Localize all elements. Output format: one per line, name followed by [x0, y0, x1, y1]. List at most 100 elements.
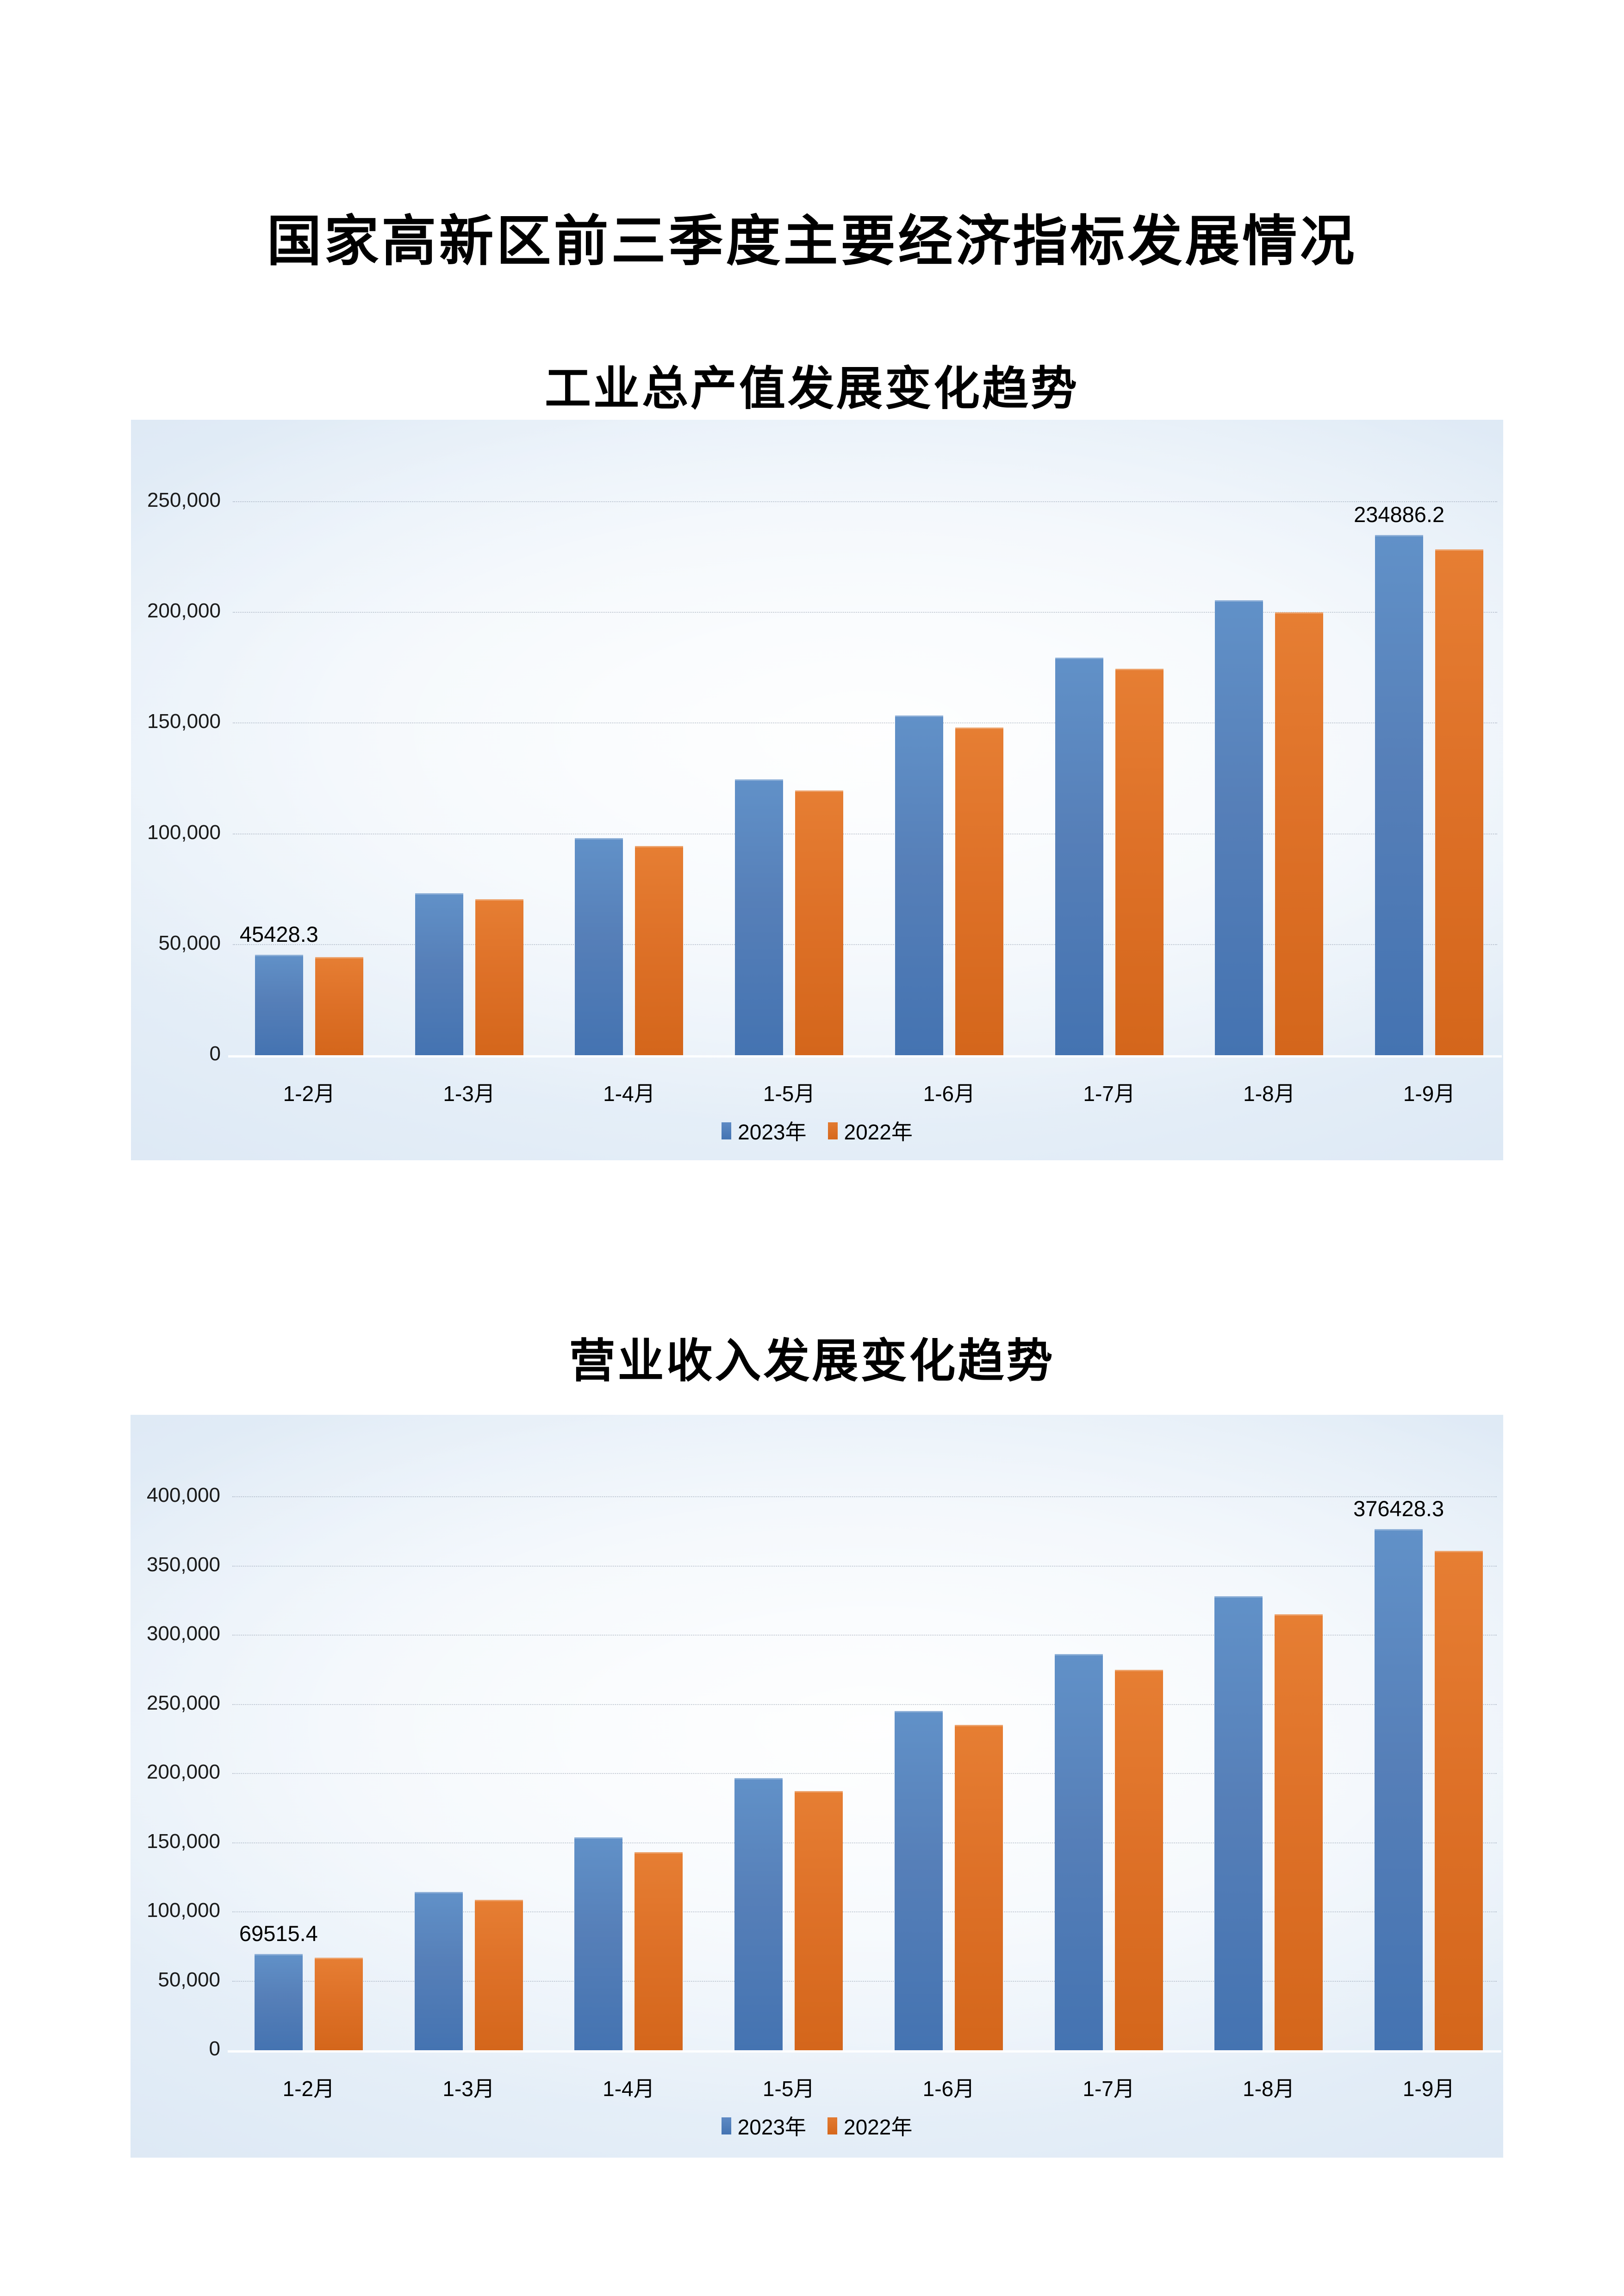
bar-2022年-1-2月 — [315, 957, 363, 1055]
x-axis-category-label: 1-5月 — [763, 1082, 815, 1106]
y-axis-tick-label: 300,000 — [146, 1622, 220, 1645]
bar-2022年-1-6月 — [955, 727, 1003, 1055]
x-axis-category-label: 1-6月 — [923, 1082, 976, 1106]
y-axis-tick-label: 200,000 — [146, 1761, 220, 1783]
chart-legend: 2023年 2022年 — [131, 1115, 1503, 1146]
gridline — [233, 944, 1497, 945]
gridline — [233, 501, 1497, 502]
gridline — [232, 1980, 1497, 1982]
bar-2023年-1-9月 — [1375, 1529, 1423, 2050]
gridline — [232, 1635, 1497, 1636]
bar-value-label: 376428.3 — [1353, 1496, 1444, 1521]
legend-label: 2023年 — [738, 1120, 807, 1144]
x-axis-category-label: 1-7月 — [1083, 1082, 1135, 1106]
legend-swatch-icon — [828, 1122, 838, 1139]
x-axis-category-label: 1-4月 — [603, 1082, 655, 1106]
legend-label: 2022年 — [844, 1120, 913, 1144]
chart-legend: 2023年 2022年 — [131, 2110, 1503, 2141]
bar-2023年-1-4月 — [574, 1837, 623, 2050]
x-axis-category-label: 1-2月 — [283, 1082, 336, 1106]
y-axis-tick-label: 150,000 — [146, 1829, 220, 1853]
bar-2023年-1-3月 — [414, 1892, 463, 2050]
bar-value-label: 234886.2 — [1354, 502, 1445, 527]
gridline — [232, 1911, 1497, 1912]
y-axis-tick-label: 100,000 — [147, 821, 221, 844]
x-axis-category-label: 1-8月 — [1243, 1082, 1295, 1106]
legend-item-2022年: 2022年 — [828, 1115, 913, 1146]
chart1-title: 工业总产值发展变化趋势 — [545, 361, 1079, 416]
bar-2022年-1-7月 — [1115, 669, 1164, 1055]
bar-2022年-1-5月 — [795, 790, 844, 1055]
bar-2022年-1-3月 — [475, 899, 523, 1055]
bar-2023年-1-4月 — [575, 838, 623, 1055]
bar-2022年-1-4月 — [635, 846, 684, 1055]
bar-2022年-1-3月 — [474, 1899, 523, 2050]
bar-2022年-1-6月 — [954, 1725, 1003, 2050]
bar-value-label: 69515.4 — [239, 1921, 318, 1946]
legend-swatch-icon — [721, 2117, 731, 2134]
y-axis-tick-label: 150,000 — [147, 710, 221, 733]
y-axis-tick-label: 50,000 — [158, 1968, 220, 1991]
bar-2023年-1-7月 — [1054, 1654, 1103, 2050]
y-axis-tick-label: 200,000 — [147, 599, 221, 622]
gridline — [232, 1773, 1497, 1774]
y-axis-tick-label: 0 — [209, 1042, 221, 1065]
legend-item-2023年: 2023年 — [722, 1115, 807, 1146]
bar-2022年-1-2月 — [314, 1957, 363, 2050]
chart2-title: 营业收入发展变化趋势 — [569, 1333, 1055, 1388]
bar-2023年-1-5月 — [734, 1778, 783, 2050]
bar-2022年-1-8月 — [1275, 612, 1324, 1055]
x-axis-line — [228, 1055, 1502, 1058]
y-axis-tick-label: 250,000 — [147, 489, 221, 511]
bar-2023年-1-5月 — [735, 779, 784, 1055]
x-axis-category-label: 1-5月 — [762, 2077, 815, 2101]
chart1-panel: 0 50,000 100,000 150,000 200,000 250,000 1-2月 1… — [131, 420, 1503, 1160]
y-axis-tick-label: 400,000 — [146, 1484, 220, 1506]
x-axis-line — [228, 2050, 1501, 2053]
x-axis-category-label: 1-8月 — [1243, 2077, 1295, 2101]
x-axis-category-label: 1-9月 — [1402, 2077, 1455, 2101]
x-axis-category-label: 1-6月 — [922, 2077, 975, 2101]
legend-swatch-icon — [828, 2117, 837, 2134]
legend-label: 2022年 — [844, 2115, 913, 2139]
bar-2022年-1-9月 — [1435, 549, 1484, 1055]
bar-2023年-1-3月 — [415, 893, 463, 1055]
bar-2023年-1-8月 — [1215, 600, 1263, 1055]
bar-2022年-1-4月 — [635, 1852, 683, 2050]
bar-2022年-1-8月 — [1275, 1614, 1323, 2050]
bar-2022年-1-5月 — [795, 1791, 843, 2050]
y-axis-tick-label: 0 — [209, 2037, 220, 2060]
bar-2023年-1-8月 — [1214, 1596, 1263, 2050]
gridline — [233, 612, 1497, 613]
x-axis-category-label: 1-7月 — [1083, 2077, 1135, 2101]
bar-2023年-1-6月 — [894, 1711, 943, 2050]
legend-item-2023年: 2023年 — [721, 2110, 806, 2141]
y-axis-tick-label: 250,000 — [146, 1691, 220, 1714]
x-axis-category-label: 1-4月 — [603, 2077, 655, 2101]
bar-2022年-1-7月 — [1114, 1669, 1163, 2050]
bar-value-label: 45428.3 — [239, 921, 318, 946]
bar-2023年-1-6月 — [895, 715, 943, 1055]
y-axis-tick-label: 100,000 — [146, 1899, 220, 1922]
page-title: 国家高新区前三季度主要经济指标发展情况 — [267, 211, 1357, 272]
bar-2022年-1-9月 — [1435, 1550, 1483, 2050]
gridline — [232, 1704, 1497, 1705]
x-axis-category-label: 1-9月 — [1403, 1082, 1456, 1106]
chart2-panel: 0 50,000 100,000 150,000 200,000 250,000 300,0… — [131, 1415, 1503, 2158]
bar-2023年-1-9月 — [1375, 535, 1424, 1055]
legend-label: 2023年 — [737, 2115, 806, 2139]
gridline — [232, 1496, 1497, 1497]
y-axis-tick-label: 50,000 — [158, 931, 221, 954]
gridline — [232, 1842, 1497, 1843]
bar-2023年-1-2月 — [255, 954, 303, 1055]
x-axis-category-label: 1-3月 — [443, 1082, 495, 1106]
bar-2023年-1-2月 — [254, 1954, 303, 2050]
legend-item-2022年: 2022年 — [828, 2110, 912, 2141]
gridline — [233, 722, 1497, 724]
y-axis-tick-label: 350,000 — [146, 1553, 220, 1576]
gridline — [232, 1565, 1497, 1567]
x-axis-category-label: 1-2月 — [282, 2077, 335, 2101]
x-axis-category-label: 1-3月 — [442, 2077, 495, 2101]
legend-swatch-icon — [722, 1122, 732, 1139]
